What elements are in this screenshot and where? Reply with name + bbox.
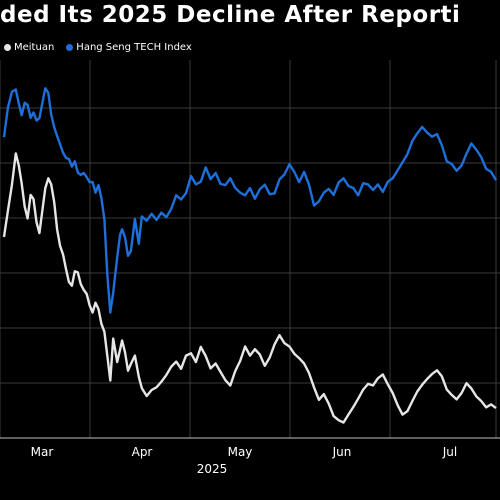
- legend-item-hstech: Hang Seng TECH Index: [66, 42, 192, 53]
- x-tick-label: Jun: [332, 445, 352, 459]
- legend-label-meituan: Meituan: [14, 42, 55, 53]
- legend-swatch-hstech: [66, 44, 74, 51]
- legend-item-meituan: Meituan: [4, 42, 54, 53]
- series-line-meituan: [2, 152, 497, 424]
- chart-legend: Meituan Hang Seng TECH Index: [4, 42, 192, 53]
- x-year-label: 2025: [197, 462, 228, 476]
- legend-swatch-meituan: [4, 44, 11, 51]
- chart-gridlines: [0, 60, 500, 439]
- series-line-hstech: [2, 87, 498, 314]
- x-tick-label: Apr: [132, 445, 153, 459]
- x-tick-label: Jul: [442, 445, 457, 459]
- x-tick-label: Mar: [31, 445, 54, 459]
- x-tick-label: May: [228, 445, 253, 459]
- chart-title: ded Its 2025 Decline After Reporti: [0, 2, 461, 28]
- x-axis: Mar Apr May Jun Jul 2025: [31, 445, 458, 476]
- legend-label-hstech: Hang Seng TECH Index: [76, 42, 192, 53]
- chart-series-layer: [2, 87, 498, 424]
